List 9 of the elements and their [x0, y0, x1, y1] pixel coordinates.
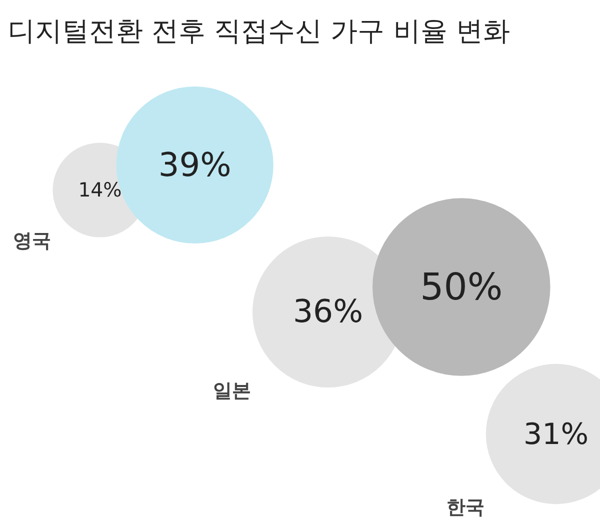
data-label: 14% — [78, 178, 122, 202]
data-label: 50% — [420, 266, 503, 308]
text: 디지털전환 전후 직접수신 가구 비율 변화 — [8, 16, 510, 47]
category-label: 영국 — [13, 230, 52, 252]
category-label: 일본 — [213, 380, 251, 402]
data-label: 31% — [524, 417, 588, 451]
data-label: 39% — [158, 146, 232, 184]
data-label: 36% — [292, 294, 364, 330]
category-label: 한국 — [446, 496, 484, 519]
